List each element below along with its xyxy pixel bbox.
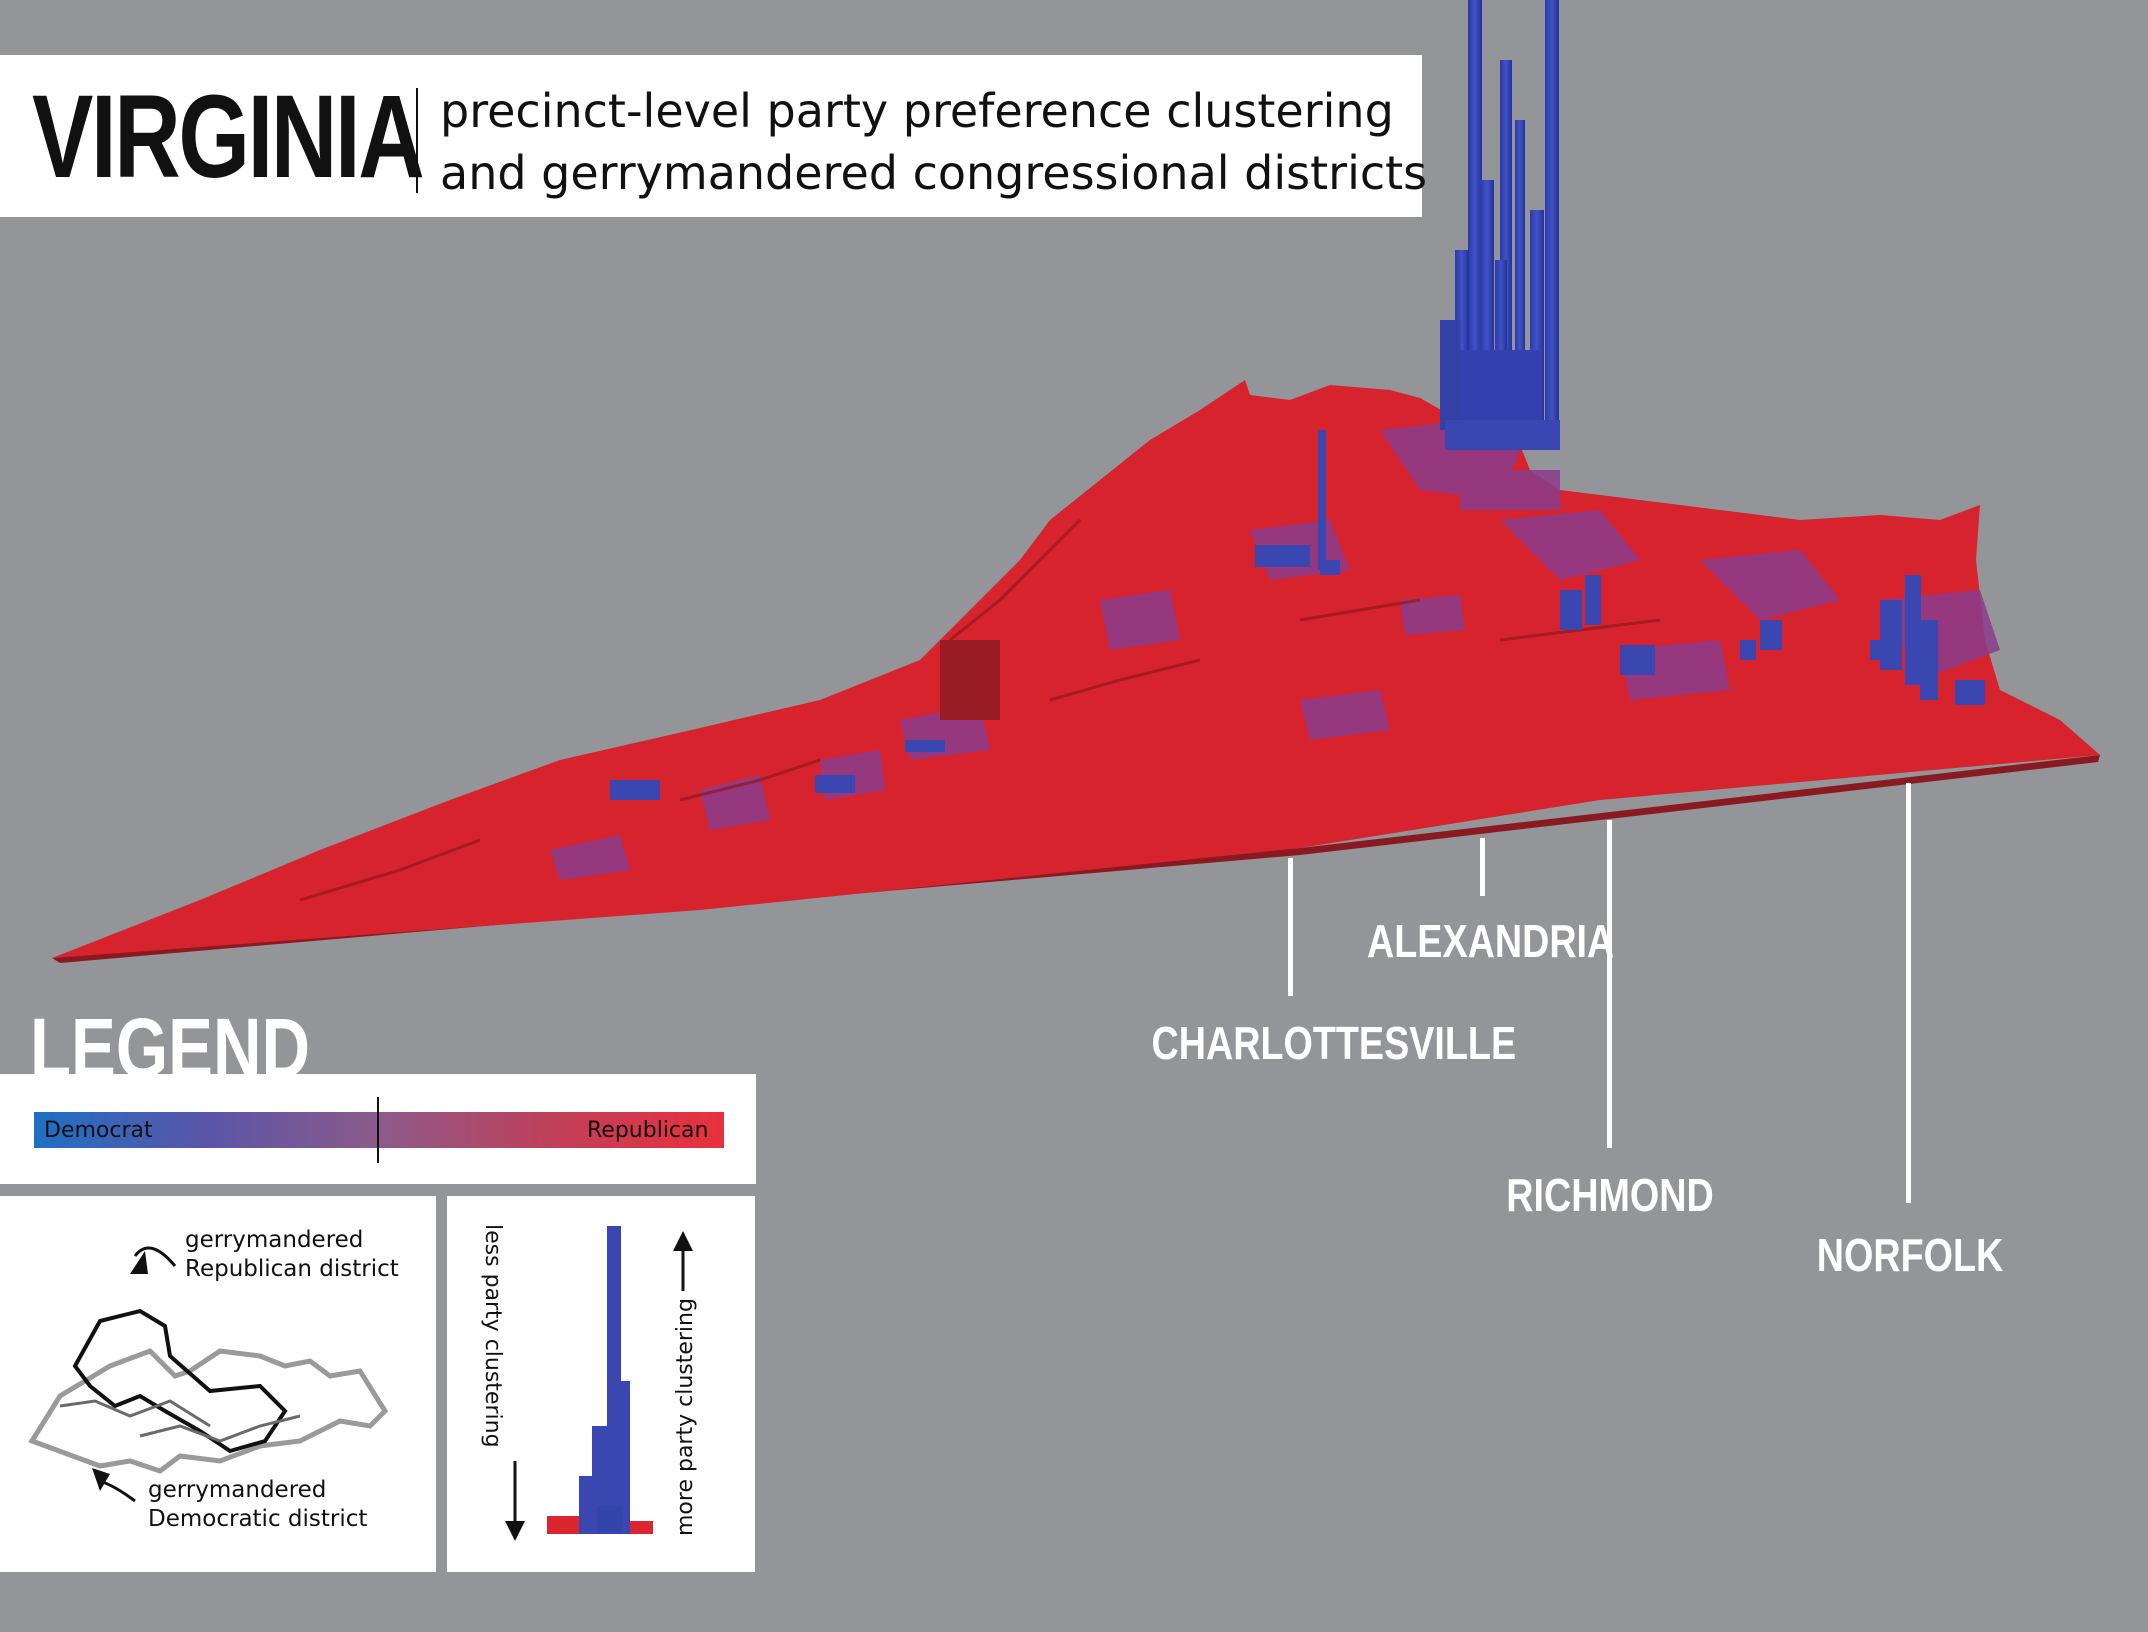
legend-dem-line-1: gerrymandered [148, 1477, 327, 1503]
more-clustering-label: more party clustering [673, 1298, 698, 1536]
title-divider [416, 88, 418, 193]
subtitle-line-1: precinct-level party preference clusteri… [440, 84, 1394, 138]
legend-dem-district-label: gerrymandered Democratic district [148, 1476, 367, 1534]
richmond-callout-line [1607, 820, 1612, 1148]
arrow-up-more-icon [673, 1231, 693, 1251]
norfolk-callout-line [1906, 783, 1911, 1203]
scale-label-republican: Republican [587, 1118, 709, 1143]
district-outline-diagram [28, 1246, 389, 1503]
charlottesville-callout-line [1288, 858, 1293, 996]
legend-rep-district-label: gerrymandered Republican district [185, 1226, 399, 1284]
page-title: VIRGINIA [32, 71, 425, 203]
legend-district-panel: gerrymandered Republican district gerrym… [0, 1196, 436, 1572]
legend-rep-line-2: Republican district [185, 1256, 399, 1282]
city-label-richmond: RICHMOND [1506, 1169, 1714, 1221]
democrat-clusters [610, 430, 1985, 800]
alexandria-callout-line [1480, 838, 1485, 896]
city-label-charlottesville: CHARLOTTESVILLE [1151, 1017, 1517, 1069]
arrow-down-icon [130, 1251, 148, 1274]
page-subtitle: precinct-level party preference clusteri… [440, 80, 1427, 204]
legend-dem-line-2: Democratic district [148, 1506, 368, 1532]
city-label-alexandria: ALEXANDRIA [1367, 915, 1615, 967]
scale-label-democrat: Democrat [44, 1118, 153, 1143]
mixed-regions [550, 420, 2000, 880]
scale-midpoint-marker [377, 1097, 379, 1163]
arrow-up-icon [92, 1468, 110, 1491]
clustering-diagram [505, 1226, 693, 1541]
legend-rep-line-1: gerrymandered [185, 1227, 364, 1253]
less-clustering-label: less party clustering [480, 1224, 505, 1448]
title-panel [0, 55, 1422, 217]
arrow-down-less-icon [505, 1521, 525, 1541]
subtitle-line-2: and gerrymandered congressional district… [440, 146, 1428, 200]
city-label-norfolk: NORFOLK [1816, 1229, 2004, 1281]
northern-virginia-spikes [1440, 0, 1560, 450]
party-color-scale [34, 1112, 724, 1148]
legend-clustering-panel: less party clustering more party cluster… [447, 1196, 755, 1572]
